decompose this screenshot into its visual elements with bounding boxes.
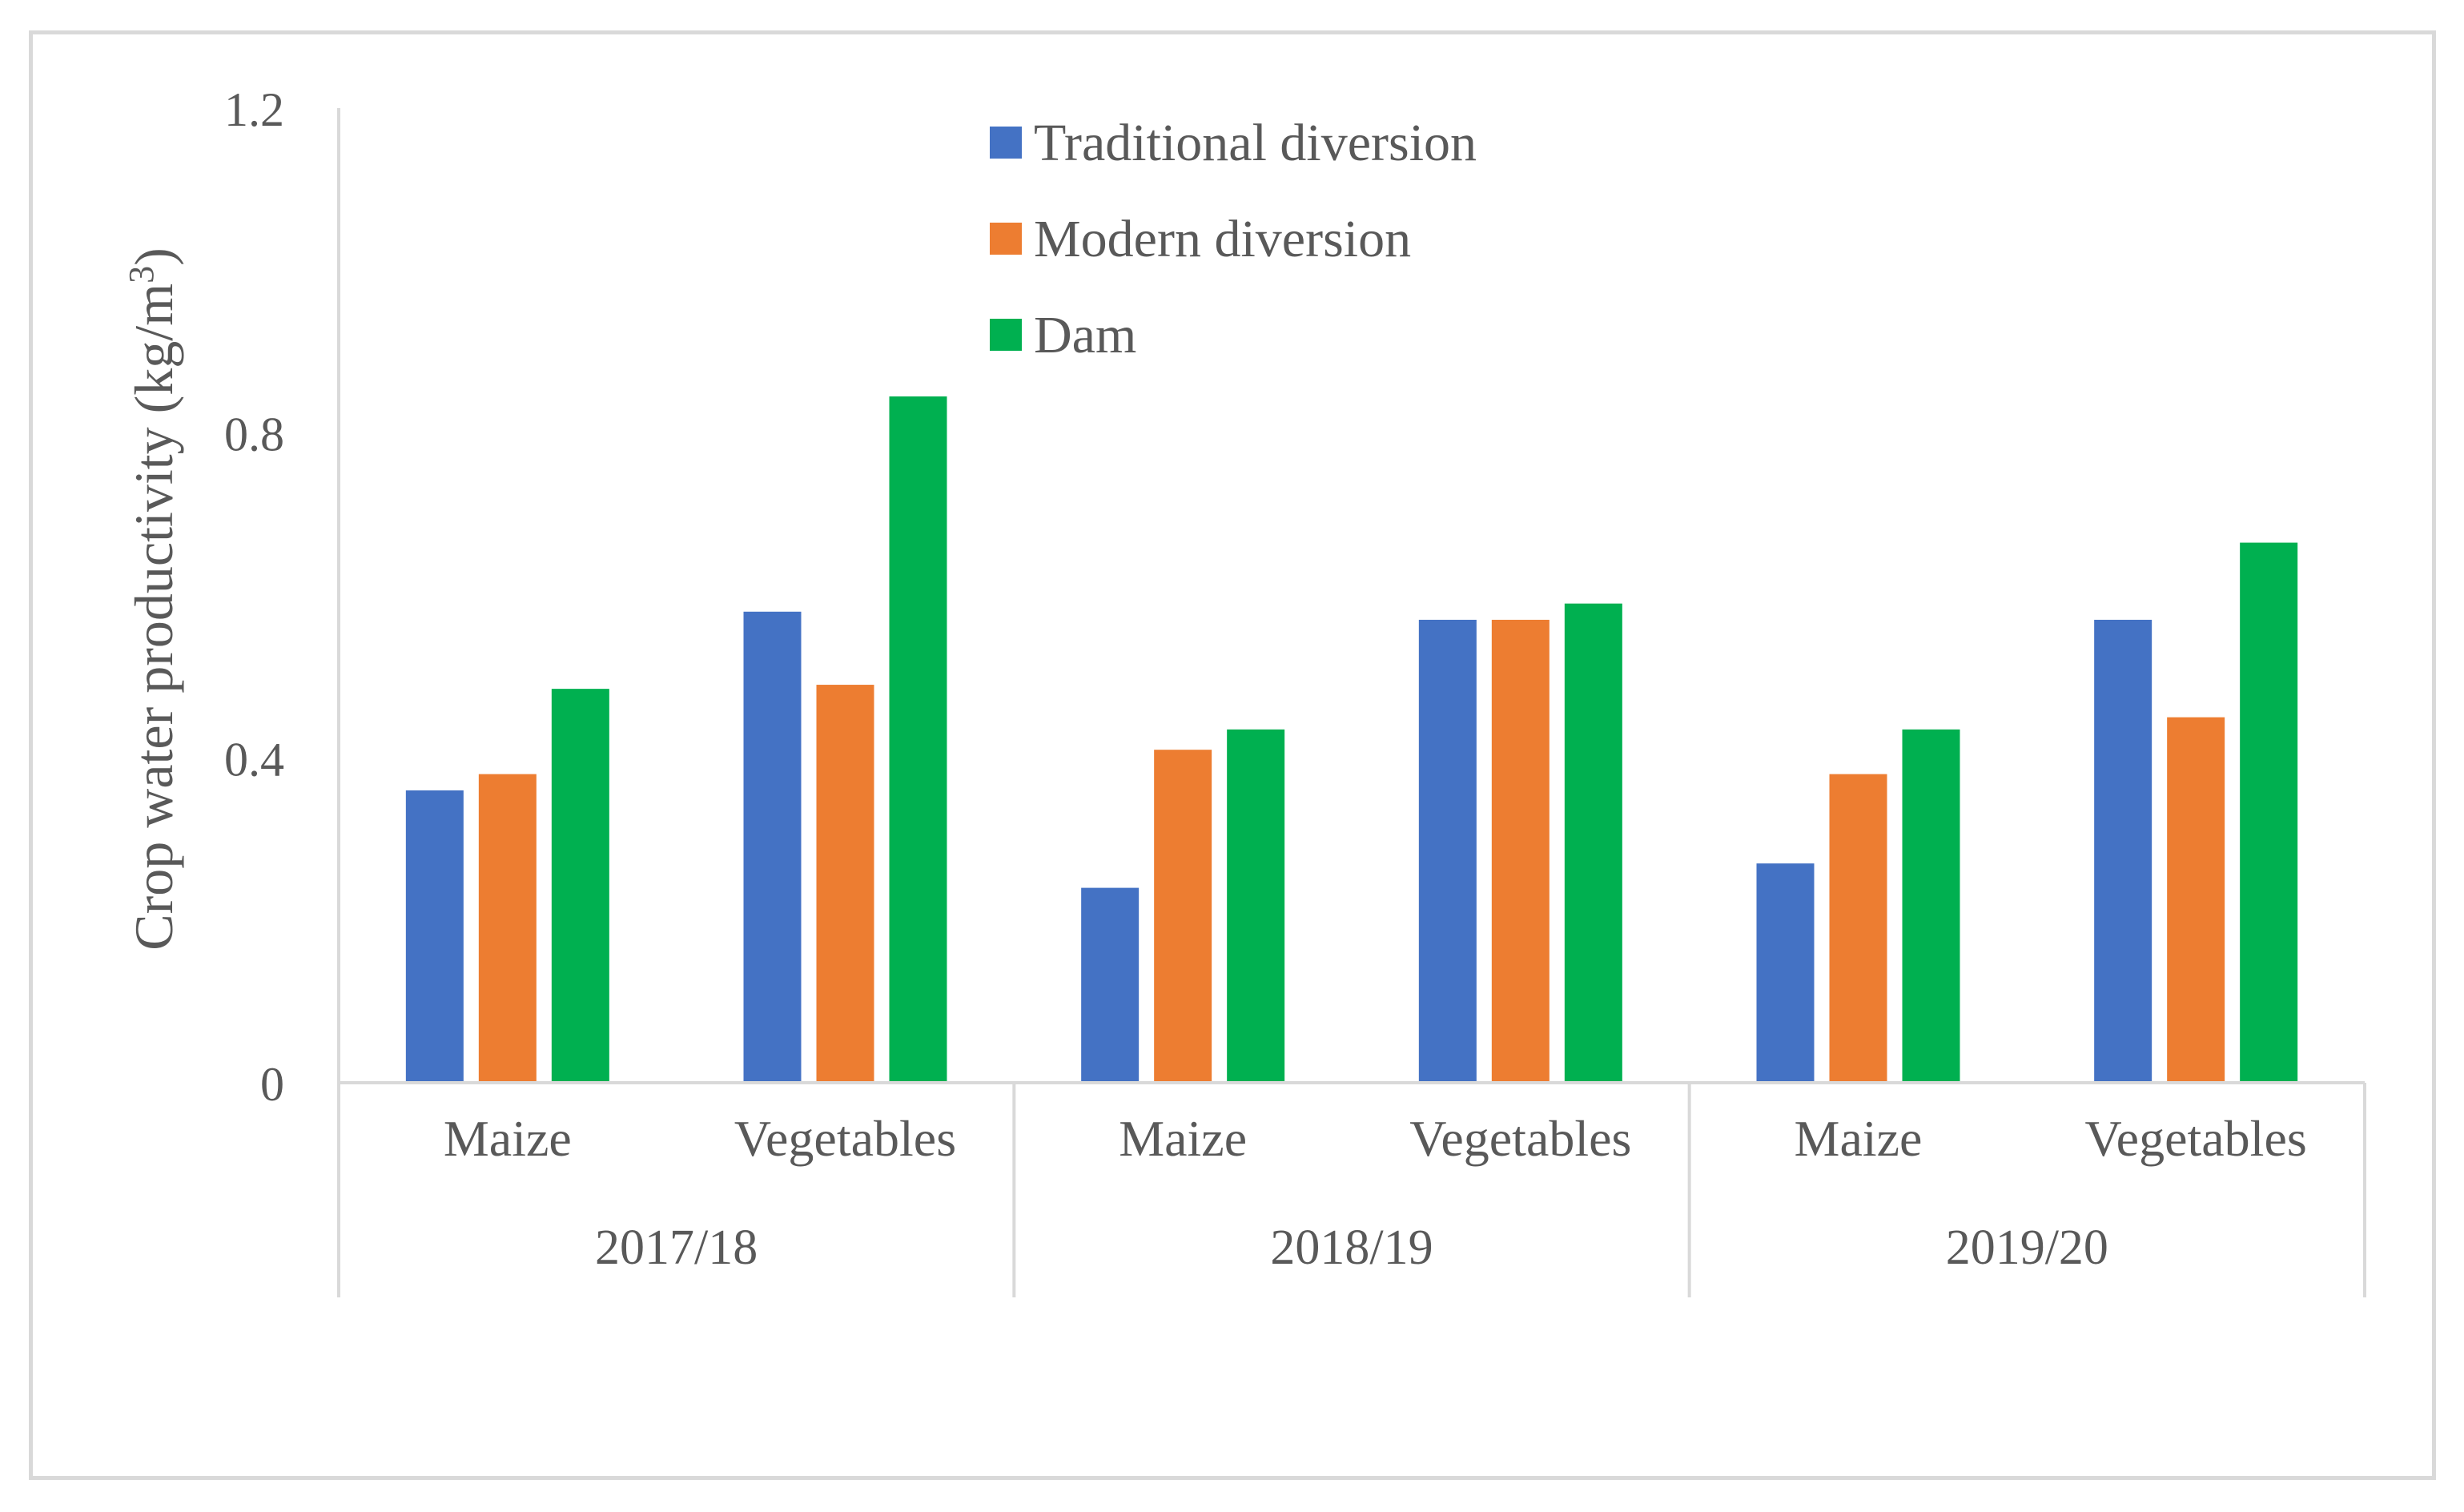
y-tick-label: 0.8 [224,408,284,461]
legend-swatch [990,127,1022,159]
legend: Traditional diversion Modern diversion Dam [990,114,1477,364]
y-tick-label: 1.2 [224,83,284,136]
bar-modern-diversion [478,774,537,1083]
y-axis-label-superscript: 3 [122,266,161,284]
legend-swatch [990,319,1022,351]
bar-dam [1564,603,1622,1083]
bar-modern-diversion [816,685,874,1083]
y-tick-label: 0 [260,1058,284,1111]
legend-label: Dam [1034,306,1136,364]
y-axis-label: Crop water productivity (kg/m3) [122,247,185,951]
legend-label: Modern diversion [1034,210,1411,268]
bar-traditional-diversion [1756,863,1815,1083]
category-label: Maize [444,1110,572,1167]
axes: 0 0.4 0.8 1.2 2017/18 Maize Vegetables 2018/19 M… [224,83,2366,1297]
group-label: 2017/18 [595,1220,758,1275]
legend-swatch [990,223,1022,255]
bar-dam [551,689,609,1083]
y-axis-label-main: Crop water productivity (kg/m [123,284,184,951]
category-label: Maize [1795,1110,1923,1167]
y-axis-label-suffix: ) [123,247,184,266]
axis-labels: Crop water productivity (kg/m3) [122,247,185,951]
category-label: Maize [1119,1110,1247,1167]
category-label: Vegetables [734,1110,956,1167]
group-label: 2019/20 [1946,1220,2108,1275]
bar-modern-diversion [1491,619,1550,1083]
bar-traditional-diversion [1418,619,1477,1083]
bar-dam [1902,729,1960,1083]
plot-area [405,396,2298,1083]
bar-traditional-diversion [405,790,464,1083]
bar-modern-diversion [1154,750,1212,1083]
bar-modern-diversion [2167,717,2225,1083]
bar-traditional-diversion [2094,619,2152,1083]
bar-dam [2240,542,2298,1083]
category-label: Vegetables [2085,1110,2307,1167]
bar-dam [1227,729,1285,1083]
legend-label: Traditional diversion [1034,114,1477,172]
bar-modern-diversion [1829,774,1887,1083]
bar-dam [889,396,947,1083]
y-tick-label: 0.4 [224,733,284,786]
bar-traditional-diversion [1081,887,1140,1083]
bar-traditional-diversion [743,611,802,1083]
category-label: Vegetables [1409,1110,1631,1167]
group-label: 2018/19 [1270,1220,1433,1275]
